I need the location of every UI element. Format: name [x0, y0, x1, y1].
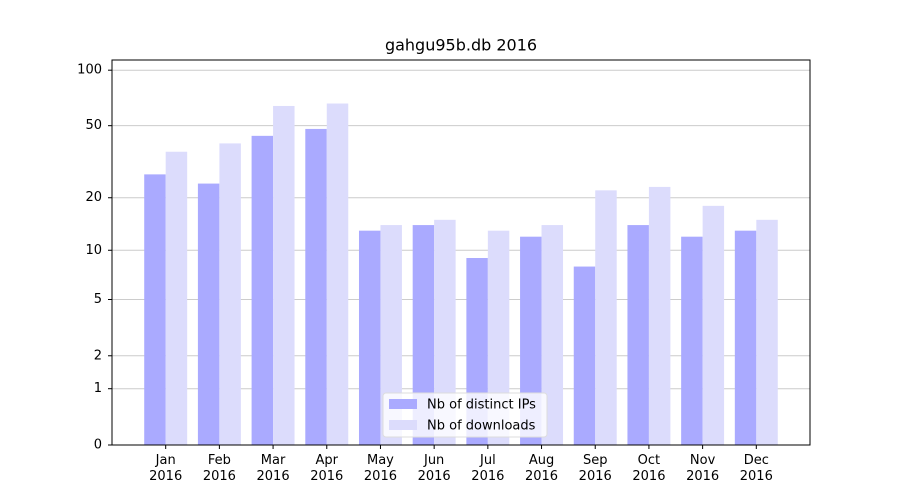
bar [273, 105, 295, 445]
y-tick-label: 0 [94, 438, 102, 453]
bar [305, 128, 327, 446]
bar [702, 205, 725, 445]
bar [734, 230, 757, 445]
bar [197, 183, 220, 445]
legend-swatch [389, 399, 417, 409]
bar [412, 225, 435, 445]
bar [251, 135, 274, 445]
x-tick-label: Jun 2016 [417, 453, 451, 484]
x-tick-label: Jul 2016 [471, 453, 505, 484]
bar [358, 230, 381, 445]
bar [487, 230, 510, 445]
y-tick-label: 50 [85, 118, 102, 133]
x-tick-label: Mar 2016 [256, 453, 290, 484]
y-tick-label: 100 [77, 63, 102, 78]
legend-frame [382, 392, 548, 438]
chart-title: gahgu95b.db 2016 [385, 36, 537, 55]
x-tick-label: Apr 2016 [310, 453, 344, 484]
bar [541, 225, 564, 445]
legend-label: Nb of downloads [427, 419, 536, 434]
y-tick-label: 1 [94, 381, 102, 396]
bar [165, 151, 188, 445]
y-tick-label: 20 [85, 190, 102, 205]
bar [380, 225, 402, 445]
legend: Nb of distinct IPs Nb of downloads [382, 392, 548, 438]
bar [681, 236, 703, 445]
bar [219, 143, 241, 445]
y-tick-label: 10 [85, 243, 102, 258]
x-tick-label: Nov 2016 [686, 453, 720, 484]
x-tick-label: Aug 2016 [524, 453, 559, 484]
x-tick-label: Sep 2016 [578, 453, 612, 484]
plot-frame [111, 59, 811, 446]
legend-label: Nb of distinct IPs [427, 398, 536, 413]
bar [326, 103, 349, 445]
legend-swatch [389, 420, 417, 430]
bar [434, 219, 456, 445]
bar [144, 174, 166, 445]
bar [648, 186, 671, 445]
x-tick-label: Jan 2016 [149, 453, 183, 484]
bar [595, 190, 617, 445]
x-tick-label: May 2016 [363, 453, 397, 484]
x-tick-label: Dec 2016 [739, 453, 773, 484]
x-tick-label: Oct 2016 [632, 453, 666, 484]
x-tick-label: Feb 2016 [202, 453, 236, 484]
bar [573, 266, 596, 445]
y-tick-label: 2 [94, 348, 102, 363]
y-tick-label: 5 [94, 292, 102, 307]
bar [627, 225, 649, 445]
bar [756, 219, 778, 445]
